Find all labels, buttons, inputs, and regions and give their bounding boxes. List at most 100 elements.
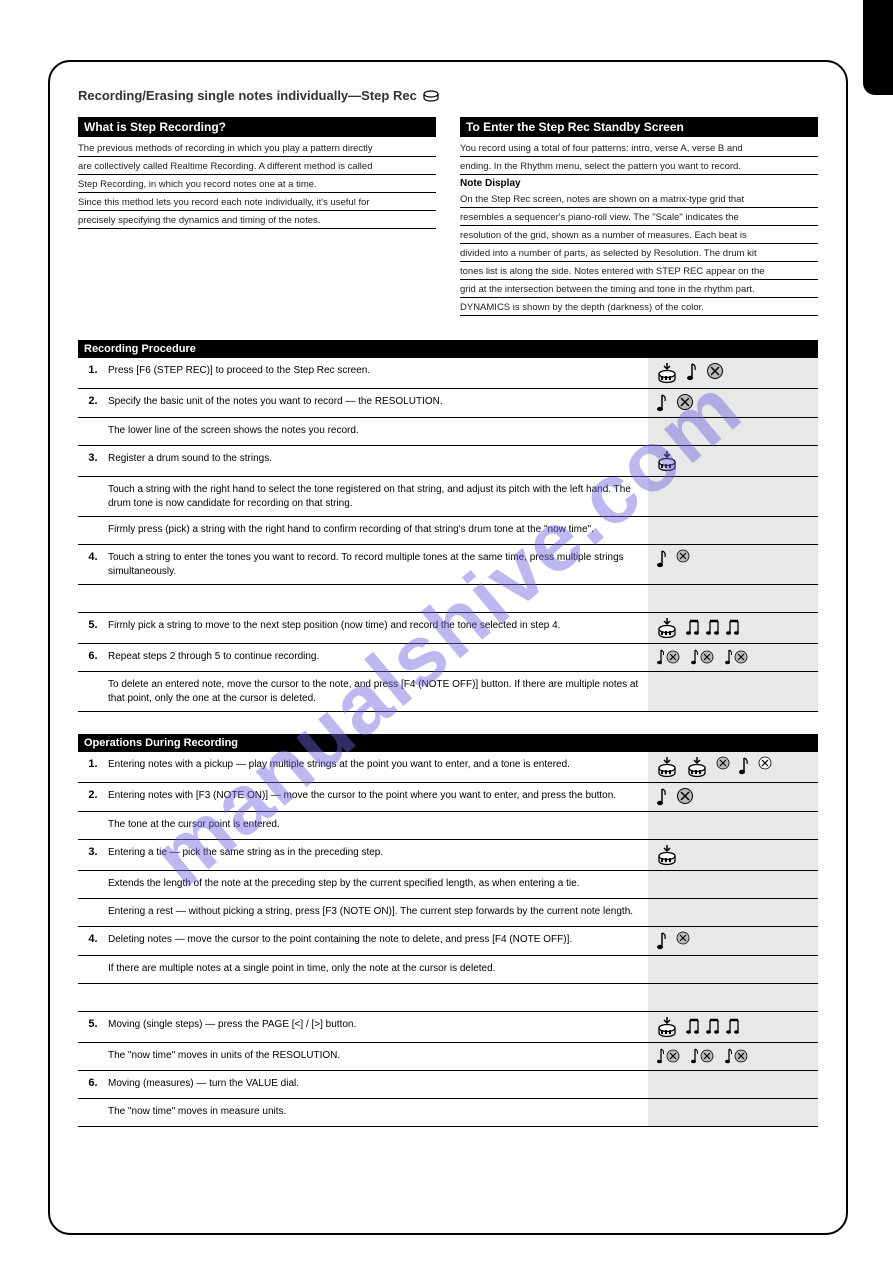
drum-down-icon [656, 1016, 678, 1038]
note-icon [656, 931, 668, 951]
circle-x-icon [676, 393, 694, 411]
step-icons-cell [648, 871, 818, 898]
step-row: Extends the length of the note at the pr… [78, 871, 818, 899]
step-number: 3. [78, 840, 108, 870]
step-text: Entering notes with [F3 (NOTE ON)] — mov… [108, 783, 648, 811]
left-column: What is Step Recording? The previous met… [78, 117, 436, 318]
note-x-icon [690, 648, 716, 666]
note-x-icon [690, 1047, 716, 1065]
step-number: 4. [78, 545, 108, 584]
note-icon [686, 362, 698, 382]
note-icon [656, 549, 668, 569]
step-number: 5. [78, 613, 108, 643]
note-display-label: Note Display [460, 178, 818, 189]
step-row: 6.Moving (measures) — turn the VALUE dia… [78, 1071, 818, 1099]
step-text: To delete an entered note, move the curs… [108, 672, 648, 711]
step-row: 1.Press [F6 (STEP REC)] to proceed to th… [78, 358, 818, 389]
note-x-icon [724, 1047, 750, 1065]
step-text: The tone at the cursor point is entered. [108, 812, 648, 839]
step-number [78, 1043, 108, 1070]
step-text: Touch a string with the right hand to se… [108, 477, 648, 516]
step-row: 1.Entering notes with a pickup — play mu… [78, 752, 818, 783]
step-text: Repeat steps 2 through 5 to continue rec… [108, 644, 648, 671]
circle-x-icon [676, 787, 694, 805]
text-line: resolution of the grid, shown as a numbe… [460, 228, 818, 244]
step-icons-cell [648, 899, 818, 926]
step-icons-cell [648, 927, 818, 955]
step-text: Entering notes with a pickup — play mult… [108, 752, 648, 782]
notes-group-icon [686, 1016, 744, 1036]
step-number [78, 812, 108, 839]
step-number: 4. [78, 927, 108, 955]
page-title: Recording/Erasing single notes individua… [78, 88, 417, 103]
step-row: To delete an entered note, move the curs… [78, 672, 818, 712]
step-number: 1. [78, 752, 108, 782]
text-line: Step Recording, in which you record note… [78, 177, 436, 193]
text-line: tones list is along the side. Notes ente… [460, 264, 818, 280]
step-number: 5. [78, 1012, 108, 1042]
section1: Recording Procedure 1.Press [F6 (STEP RE… [78, 340, 818, 712]
step-icons-cell [648, 644, 818, 671]
drum-down-icon [686, 756, 708, 778]
drum-icon [423, 90, 439, 102]
text-line: On the Step Rec screen, notes are shown … [460, 192, 818, 208]
note-icon [738, 756, 750, 776]
step-icons-cell [648, 1071, 818, 1098]
step-row: If there are multiple notes at a single … [78, 956, 818, 984]
step-text: Moving (single steps) — press the PAGE [… [108, 1012, 648, 1042]
step-row: 3.Register a drum sound to the strings. [78, 446, 818, 477]
step-row [78, 984, 818, 1012]
step-text [108, 585, 648, 612]
step-icons-cell [648, 1043, 818, 1070]
step-number [78, 871, 108, 898]
right-heading: To Enter the Step Rec Standby Screen [460, 117, 818, 137]
step-icons-cell [648, 1099, 818, 1126]
step-row: The "now time" moves in measure units. [78, 1099, 818, 1127]
step-text: Entering a tie — pick the same string as… [108, 840, 648, 870]
page-frame: Recording/Erasing single notes individua… [48, 60, 848, 1235]
section1-heading: Recording Procedure [78, 340, 818, 358]
step-icons-cell [648, 812, 818, 839]
step-text: The "now time" moves in units of the RES… [108, 1043, 648, 1070]
step-number [78, 899, 108, 926]
step-row: The tone at the cursor point is entered. [78, 812, 818, 840]
note-icon [656, 393, 668, 413]
step-row: 5.Moving (single steps) — press the PAGE… [78, 1012, 818, 1043]
note-x-icon [724, 648, 750, 666]
step-row: 3.Entering a tie — pick the same string … [78, 840, 818, 871]
circle-x-icon [676, 931, 690, 945]
step-text: Entering a rest — without picking a stri… [108, 899, 648, 926]
right-column: To Enter the Step Rec Standby Screen You… [460, 117, 818, 318]
note-icon [656, 787, 668, 807]
step-row: 5.Firmly pick a string to move to the ne… [78, 613, 818, 644]
step-icons-cell [648, 389, 818, 417]
step-text [108, 984, 648, 1011]
page-tab [863, 0, 893, 95]
step-number [78, 1099, 108, 1126]
step-number: 6. [78, 1071, 108, 1098]
text-line: resembles a sequencer's piano-roll view.… [460, 210, 818, 226]
step-icons-cell [648, 783, 818, 811]
drum-down-icon [656, 362, 678, 384]
step-row: 4.Deleting notes — move the cursor to th… [78, 927, 818, 956]
step-icons-cell [648, 517, 818, 544]
step-number: 6. [78, 644, 108, 671]
step-number [78, 517, 108, 544]
step-text: The lower line of the screen shows the n… [108, 418, 648, 445]
step-text: Extends the length of the note at the pr… [108, 871, 648, 898]
step-icons-cell [648, 585, 818, 612]
step-text: Touch a string to enter the tones you wa… [108, 545, 648, 584]
step-number: 2. [78, 389, 108, 417]
step-text: Firmly press (pick) a string with the ri… [108, 517, 648, 544]
step-text: Deleting notes — move the cursor to the … [108, 927, 648, 955]
step-row: 4.Touch a string to enter the tones you … [78, 545, 818, 585]
step-icons-cell [648, 672, 818, 711]
step-row: Firmly press (pick) a string with the ri… [78, 517, 818, 545]
circle-x-open-icon [758, 756, 772, 770]
section2: Operations During Recording 1.Entering n… [78, 734, 818, 1127]
step-icons-cell [648, 984, 818, 1011]
step-number [78, 672, 108, 711]
drum-down-icon [656, 617, 678, 639]
note-x-icon [656, 648, 682, 666]
step-text: If there are multiple notes at a single … [108, 956, 648, 983]
